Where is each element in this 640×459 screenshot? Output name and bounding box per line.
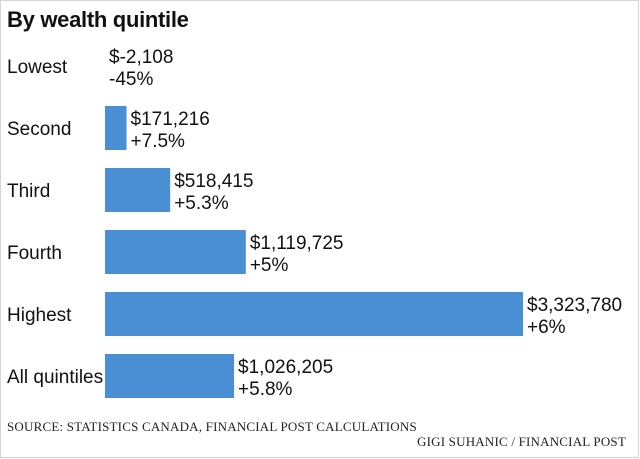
credit-note: GIGI SUHANIC / FINANCIAL POST: [417, 434, 626, 449]
bar-all-quintiles: [105, 354, 235, 398]
change-label-second: +7.5%: [131, 131, 186, 152]
change-label-third: +5.3%: [174, 193, 229, 214]
bar-chart: Lowest $-2,108-45% Second $171,216+7.5% Thir…: [7, 47, 622, 400]
bar-fourth: [105, 230, 246, 274]
change-label-lowest: -45%: [109, 69, 153, 90]
category-label-second: Second: [7, 119, 71, 140]
bar-third: [105, 168, 171, 212]
value-label-highest: $3,323,780: [527, 295, 622, 316]
value-label-lowest: $-2,108: [109, 47, 173, 68]
change-label-all-quintiles: +5.8%: [238, 379, 293, 400]
category-label-highest: Highest: [7, 305, 72, 326]
value-label-fourth: $1,119,725: [250, 233, 344, 254]
bar-highest: [105, 292, 523, 336]
change-label-fourth: +5%: [250, 255, 289, 276]
category-label-lowest: Lowest: [7, 57, 68, 78]
source-note: SOURCE: STATISTICS CANADA, FINANCIAL POS…: [7, 419, 417, 434]
category-label-all-quintiles: All quintiles: [7, 367, 103, 388]
change-label-highest: +6%: [527, 317, 566, 338]
value-label-second: $171,216: [131, 109, 210, 130]
category-label-third: Third: [7, 181, 50, 202]
value-label-all-quintiles: $1,026,205: [238, 357, 333, 378]
value-label-third: $518,415: [174, 171, 253, 192]
chart-title: By wealth quintile: [7, 7, 189, 32]
bar-second: [105, 106, 127, 150]
category-label-fourth: Fourth: [7, 243, 62, 264]
